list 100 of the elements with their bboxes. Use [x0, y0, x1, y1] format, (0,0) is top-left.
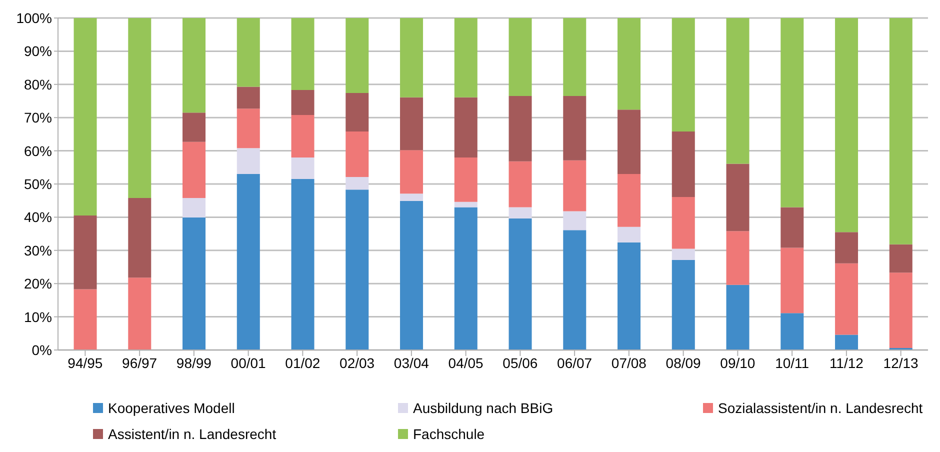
bar	[182, 142, 206, 198]
bar	[182, 112, 206, 142]
bar	[835, 263, 858, 335]
y-tick-label: 40%	[24, 209, 52, 226]
bar	[128, 278, 152, 350]
bar	[563, 160, 586, 212]
bar	[400, 18, 424, 98]
bar	[346, 18, 369, 94]
bar	[454, 207, 478, 350]
legend-label: Sozialassistent/in n. Landesrecht	[718, 400, 923, 416]
bar	[780, 248, 804, 314]
bar	[563, 96, 586, 160]
bar	[291, 179, 314, 350]
bar	[563, 211, 586, 230]
bar	[835, 232, 858, 264]
bar	[508, 207, 532, 219]
bar	[454, 157, 478, 202]
bar	[726, 18, 750, 164]
bar	[291, 157, 314, 180]
x-tick-label: 09/10	[720, 354, 756, 371]
bar	[291, 114, 314, 158]
bar	[889, 272, 912, 348]
x-tick-label: 96/97	[122, 354, 158, 371]
bar	[400, 97, 424, 150]
bar	[563, 230, 586, 350]
x-tick-label: 08/09	[666, 354, 702, 371]
bar	[508, 96, 532, 162]
y-tick-label: 0%	[32, 342, 52, 358]
bar	[454, 18, 478, 98]
bar	[346, 93, 369, 132]
x-tick-label: 10/11	[775, 354, 810, 371]
bar	[346, 190, 369, 350]
bar	[291, 18, 314, 90]
bar	[508, 218, 532, 350]
x-tick-label: 00/01	[230, 354, 266, 371]
bar	[672, 132, 695, 197]
bar	[128, 198, 152, 278]
x-tick-label: 12/13	[883, 354, 919, 371]
bar	[835, 18, 858, 232]
bar	[74, 289, 97, 350]
y-tick-label: 70%	[24, 110, 52, 126]
legend-label: Kooperatives Modell	[108, 400, 235, 416]
bar	[563, 18, 586, 96]
x-tick-label: 01/02	[285, 354, 320, 371]
bar	[618, 174, 641, 227]
y-tick-label: 20%	[24, 276, 52, 292]
x-tick-label: 11/12	[829, 354, 864, 371]
bar	[182, 198, 206, 218]
bar	[128, 18, 152, 198]
bar	[182, 18, 206, 113]
bar	[454, 97, 478, 158]
bar	[454, 202, 478, 208]
bar	[508, 18, 532, 96]
bar	[618, 110, 641, 174]
bar	[780, 18, 804, 208]
bar	[291, 90, 314, 115]
bar	[672, 18, 695, 132]
bar	[672, 260, 695, 350]
bar	[400, 194, 424, 201]
legend-label: Ausbildung nach BBiG	[413, 400, 554, 416]
legend-label: Assistent/in n. Landesrecht	[108, 426, 276, 442]
bar	[672, 196, 695, 249]
bar	[236, 174, 260, 350]
bar	[236, 148, 260, 174]
bar	[400, 150, 424, 194]
bar	[672, 248, 695, 260]
bar	[726, 231, 750, 285]
bar	[74, 18, 97, 216]
bar	[618, 18, 641, 110]
bar	[74, 216, 97, 290]
x-tick-label: 98/99	[176, 354, 212, 371]
x-tick-label: 04/05	[448, 354, 484, 371]
bar	[182, 218, 206, 350]
x-tick-label: 07/08	[611, 354, 647, 371]
bar	[726, 164, 750, 232]
bar	[236, 86, 260, 109]
bar	[726, 284, 750, 350]
bar	[618, 226, 641, 242]
bar	[835, 334, 858, 350]
bar	[346, 177, 369, 190]
x-tick-label: 03/04	[394, 354, 430, 371]
y-tick-label: 90%	[24, 43, 52, 60]
legend-label: Fachschule	[413, 426, 485, 442]
bar	[889, 244, 912, 273]
x-tick-label: 02/03	[340, 354, 375, 371]
x-tick-label: 06/07	[557, 354, 592, 371]
y-tick-label: 30%	[24, 242, 52, 258]
x-tick-label: 94/95	[68, 354, 103, 371]
bar	[236, 18, 260, 87]
bar	[780, 313, 804, 350]
bar	[346, 132, 369, 178]
bar	[780, 207, 804, 248]
bar	[508, 161, 532, 208]
y-tick-label: 80%	[24, 76, 52, 92]
bar	[618, 242, 641, 350]
bar	[889, 18, 912, 244]
y-tick-label: 100%	[16, 10, 52, 26]
y-tick-label: 10%	[24, 308, 52, 325]
y-tick-label: 60%	[24, 142, 52, 159]
bar	[400, 200, 424, 350]
